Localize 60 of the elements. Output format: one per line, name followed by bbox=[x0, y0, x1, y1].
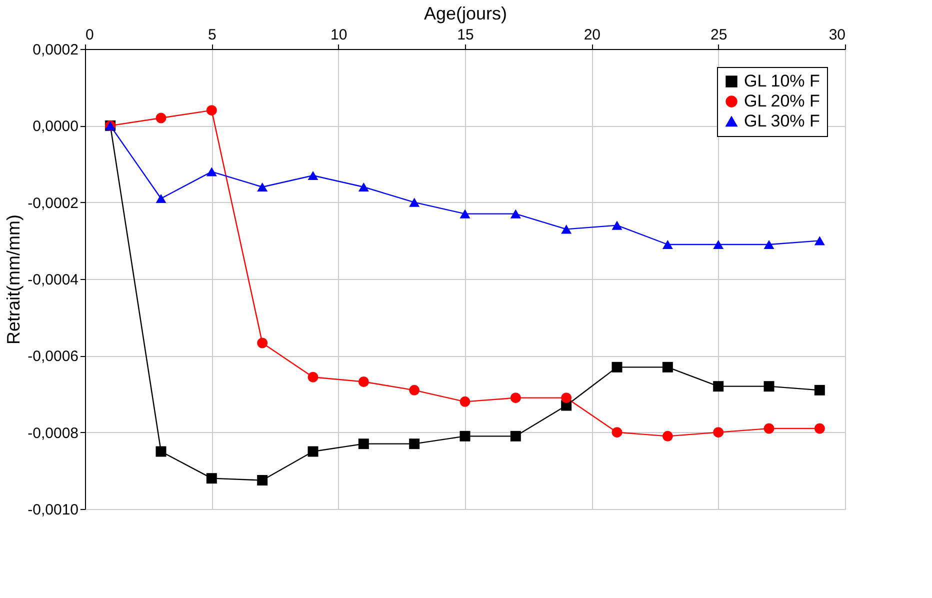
point bbox=[156, 112, 166, 124]
point bbox=[814, 236, 825, 246]
x-tick-label: 15 bbox=[457, 26, 474, 44]
point bbox=[358, 438, 369, 450]
point bbox=[561, 392, 572, 404]
point bbox=[764, 381, 774, 392]
point bbox=[662, 430, 673, 442]
point bbox=[814, 423, 825, 434]
point bbox=[460, 209, 470, 218]
legend-label: GL 10% F bbox=[744, 72, 820, 90]
point bbox=[510, 209, 521, 218]
point bbox=[308, 372, 318, 382]
x-tick-label: 30 bbox=[828, 26, 846, 44]
point bbox=[409, 384, 420, 396]
point bbox=[561, 224, 572, 234]
x-tick-label: 25 bbox=[710, 26, 728, 44]
legend-label: GL 30% F bbox=[744, 112, 820, 130]
point bbox=[206, 105, 217, 116]
x-tick-label: 20 bbox=[584, 26, 601, 44]
point bbox=[814, 384, 825, 396]
point bbox=[308, 446, 318, 457]
point bbox=[257, 475, 268, 486]
point bbox=[764, 423, 774, 434]
y-tick-label: -0,0010 bbox=[28, 502, 78, 518]
x-tick-label: 0 bbox=[86, 26, 94, 44]
y-tick-label: -0,0004 bbox=[28, 272, 78, 288]
y-axis-title: Retrait(mm/mm) bbox=[4, 214, 24, 344]
x-tick-label: 10 bbox=[330, 26, 348, 44]
point bbox=[409, 438, 420, 450]
x-axis-title: Age(jours) bbox=[424, 4, 508, 24]
point bbox=[510, 392, 521, 404]
point bbox=[460, 430, 470, 442]
point bbox=[612, 220, 622, 230]
point bbox=[460, 396, 470, 407]
point bbox=[308, 170, 318, 180]
point bbox=[662, 362, 673, 372]
y-tick-label: -0,0002 bbox=[28, 194, 78, 212]
point bbox=[713, 427, 724, 438]
point bbox=[358, 376, 369, 387]
point bbox=[257, 182, 268, 192]
point bbox=[510, 430, 521, 442]
point bbox=[257, 338, 268, 348]
point bbox=[612, 427, 622, 438]
x-tick-label: 5 bbox=[208, 26, 216, 44]
point bbox=[713, 381, 724, 392]
point bbox=[156, 194, 166, 204]
point bbox=[206, 167, 217, 176]
y-tick-label: -0,0008 bbox=[28, 424, 78, 442]
point bbox=[662, 240, 673, 250]
point bbox=[358, 182, 369, 192]
legend-label: GL 20% F bbox=[744, 92, 820, 110]
point bbox=[156, 446, 166, 457]
point bbox=[764, 240, 774, 250]
y-tick-label: 0,0002 bbox=[32, 42, 78, 58]
point bbox=[612, 362, 622, 372]
point bbox=[409, 198, 420, 207]
point bbox=[206, 473, 217, 484]
point bbox=[713, 240, 724, 250]
y-tick-label: 0,0000 bbox=[32, 118, 78, 136]
y-tick-label: -0,0006 bbox=[28, 348, 78, 366]
